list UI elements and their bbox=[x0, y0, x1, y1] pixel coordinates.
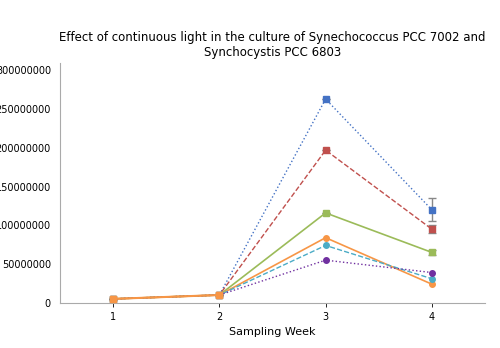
Title: Effect of continuous light in the culture of Synechococcus PCC 7002 and
Synchocy: Effect of continuous light in the cultur… bbox=[60, 31, 486, 59]
X-axis label: Sampling Week: Sampling Week bbox=[229, 327, 316, 337]
